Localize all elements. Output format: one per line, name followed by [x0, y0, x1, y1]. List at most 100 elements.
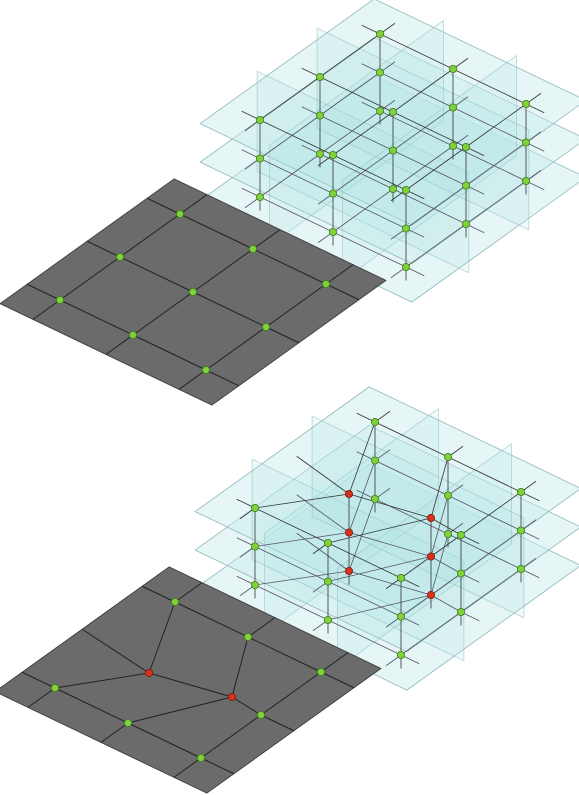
node — [370, 456, 379, 465]
grid-line — [327, 542, 402, 579]
grid-line — [179, 213, 254, 250]
node — [250, 503, 259, 512]
grid-line — [447, 533, 522, 570]
node — [170, 598, 179, 607]
grid-line — [179, 194, 208, 215]
grid-line — [54, 672, 150, 689]
node — [396, 651, 405, 660]
grid-line — [205, 326, 267, 371]
grid-line — [319, 33, 381, 78]
node — [196, 754, 205, 763]
grid-line — [460, 530, 522, 574]
node — [388, 108, 397, 117]
node — [522, 138, 531, 147]
grid-line — [332, 231, 407, 268]
grid-line — [460, 491, 522, 536]
grid-line — [392, 111, 467, 148]
grid-line — [430, 594, 462, 613]
node — [443, 452, 452, 461]
node — [522, 176, 531, 185]
node — [188, 287, 197, 296]
node — [255, 116, 264, 125]
grid-line — [430, 556, 462, 574]
grid-line — [430, 495, 449, 557]
node — [375, 107, 384, 116]
grid-line — [259, 196, 334, 233]
grid-line — [319, 72, 381, 116]
node — [316, 668, 325, 677]
node — [461, 181, 470, 190]
grid-line — [319, 153, 394, 190]
node — [256, 711, 265, 720]
grid-line — [26, 283, 61, 301]
moved-node — [227, 693, 236, 702]
node — [250, 542, 259, 551]
grid-line — [348, 493, 432, 519]
grid-line — [374, 421, 449, 458]
node — [461, 219, 470, 228]
grid-line — [100, 722, 129, 743]
moved-node — [426, 591, 435, 600]
grid-line — [178, 369, 207, 390]
node — [323, 577, 332, 586]
moved-node — [426, 514, 435, 523]
grid-line — [296, 532, 350, 572]
grid-line — [132, 334, 207, 371]
grid-line — [21, 671, 56, 689]
grid-line — [259, 76, 321, 121]
grid-line — [379, 72, 454, 108]
grid-line — [319, 76, 394, 113]
moved-node — [426, 552, 435, 561]
grid-line — [54, 687, 129, 724]
node — [456, 608, 465, 617]
grid-line — [119, 213, 181, 258]
grid-line — [430, 456, 449, 519]
grid-line — [200, 714, 262, 759]
node — [250, 581, 259, 590]
node — [321, 279, 330, 288]
node — [328, 189, 337, 198]
moved-node — [344, 528, 353, 537]
grid-line — [259, 115, 321, 159]
grid-line — [174, 582, 203, 603]
grid-line — [332, 111, 394, 156]
node — [456, 569, 465, 578]
node — [396, 612, 405, 621]
node — [243, 633, 252, 642]
grid-line — [247, 617, 276, 638]
node — [255, 154, 264, 163]
grid-line — [348, 532, 432, 557]
grid-line — [465, 180, 527, 225]
node — [248, 244, 257, 253]
grid-line — [173, 757, 202, 778]
grid-line — [379, 110, 454, 147]
grid-line — [105, 334, 134, 355]
node — [255, 192, 264, 201]
node — [401, 262, 410, 271]
grid-line — [327, 619, 402, 656]
node — [522, 100, 531, 109]
flat-plate — [0, 566, 382, 794]
node — [401, 224, 410, 233]
grid-line — [465, 103, 527, 148]
grid-line — [127, 722, 202, 759]
grid-line — [252, 229, 281, 250]
node — [323, 616, 332, 625]
node — [517, 526, 526, 535]
grid-line — [452, 68, 527, 105]
wall — [311, 415, 525, 619]
grid-line — [254, 507, 329, 544]
grid-line — [332, 150, 394, 194]
grid-line — [325, 283, 360, 301]
grid-line — [430, 533, 449, 596]
grid-line — [392, 68, 454, 113]
wall — [251, 458, 465, 662]
grid-line — [332, 193, 407, 229]
node — [396, 574, 405, 583]
grid-line — [319, 110, 381, 155]
grid-line — [452, 107, 527, 143]
grid-line — [296, 494, 350, 533]
grid-line — [447, 456, 522, 493]
grid-line — [148, 672, 233, 698]
grid-line — [205, 369, 240, 387]
